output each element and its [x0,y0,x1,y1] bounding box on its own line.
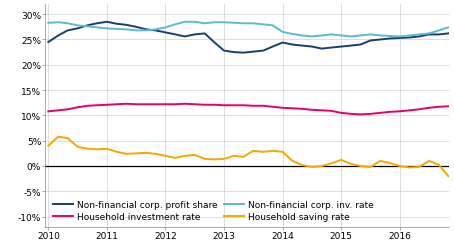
Legend: Non-financial corp. profit share, Household investment rate, Non-financial corp.: Non-financial corp. profit share, Househ… [49,197,377,225]
